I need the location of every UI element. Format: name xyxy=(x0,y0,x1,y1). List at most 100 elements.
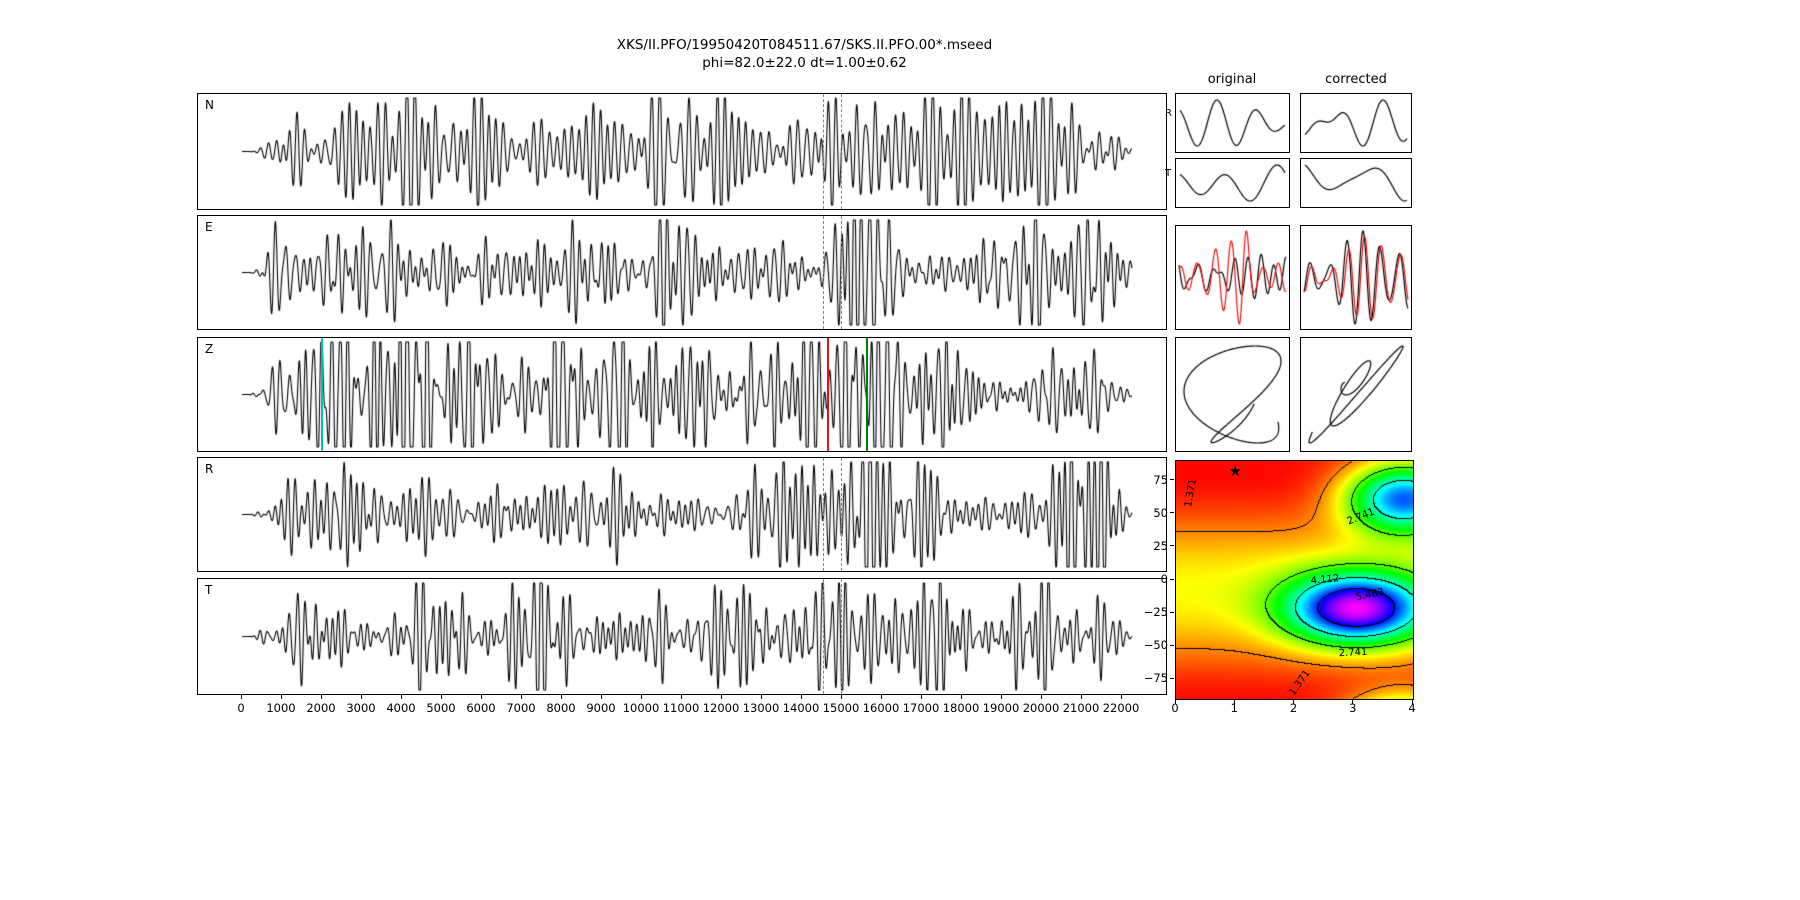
channel-label-r: R xyxy=(205,462,214,476)
x-tick-mark xyxy=(480,695,482,699)
x-tick-mark xyxy=(1080,695,1082,699)
x-tick-label: 12000 xyxy=(702,701,740,715)
x-tick-mark xyxy=(440,695,442,699)
x-tick-label: 15000 xyxy=(822,701,860,715)
x-tick-mark xyxy=(880,695,882,699)
mini-t-original-trace xyxy=(1176,159,1289,207)
error-surface-y-tick-mark xyxy=(1170,644,1174,646)
contour-level-label: 2.741 xyxy=(1338,646,1368,659)
mini-r-original-trace xyxy=(1176,94,1289,152)
x-tick-label: 17000 xyxy=(902,701,940,715)
particle-motion-corrected-panel xyxy=(1300,337,1412,452)
mini-r-original-panel xyxy=(1175,93,1290,153)
waveform-panel-r: R xyxy=(197,457,1167,572)
x-tick-label: 2000 xyxy=(306,701,336,715)
x-tick-label: 7000 xyxy=(506,701,536,715)
x-tick-label: 19000 xyxy=(982,701,1020,715)
x-tick-label: 21000 xyxy=(1062,701,1100,715)
error-surface-y-tick-label: 0 xyxy=(1160,572,1168,586)
x-tick-label: 20000 xyxy=(1022,701,1060,715)
error-surface-heatmap xyxy=(1176,461,1413,699)
window-start-line xyxy=(823,458,824,571)
error-surface-y-tick-mark xyxy=(1170,578,1174,580)
x-tick-label: 10000 xyxy=(622,701,660,715)
waveform-trace-z xyxy=(198,338,1166,451)
x-tick-label: 22000 xyxy=(1102,701,1140,715)
z-marker-line-2 xyxy=(865,338,868,451)
overlay-original-panel xyxy=(1175,225,1290,330)
error-surface-panel: ★ 1.371 2.741 4.112 5.483 2.741 1.371 xyxy=(1175,460,1414,700)
x-tick-label: 18000 xyxy=(942,701,980,715)
error-surface-y-tick-label: 50 xyxy=(1153,505,1168,520)
error-surface-x-tick-label: 2 xyxy=(1289,701,1298,715)
x-tick-label: 5000 xyxy=(426,701,456,715)
x-tick-mark xyxy=(800,695,802,699)
x-tick-label: 13000 xyxy=(742,701,780,715)
x-tick-mark xyxy=(400,695,402,699)
error-surface-y-tick-mark xyxy=(1170,545,1174,547)
x-tick-mark xyxy=(920,695,922,699)
column-header-original: original xyxy=(1207,72,1257,87)
x-tick-mark xyxy=(280,695,282,699)
x-tick-mark xyxy=(1120,695,1122,699)
error-surface-y-tick-mark xyxy=(1170,512,1174,514)
channel-label-z: Z xyxy=(205,342,214,356)
x-tick-mark xyxy=(840,695,842,699)
channel-label-n: N xyxy=(205,98,214,112)
channel-label-e: E xyxy=(205,220,213,234)
window-end-line xyxy=(841,216,842,329)
x-tick-label: 6000 xyxy=(466,701,496,715)
waveform-trace-e xyxy=(198,216,1166,329)
mini-t-corrected-trace xyxy=(1301,159,1411,207)
waveform-panel-n: N xyxy=(197,93,1167,210)
title-line2: phi=82.0±22.0 dt=1.00±0.62 xyxy=(702,55,907,71)
error-surface-y-tick-label: −50 xyxy=(1143,638,1168,653)
x-tick-mark xyxy=(640,695,642,699)
x-tick-label: 9000 xyxy=(586,701,616,715)
channel-label-t: T xyxy=(205,583,213,597)
x-tick-mark xyxy=(680,695,682,699)
mini-t-original-panel xyxy=(1175,158,1290,208)
x-tick-label: 8000 xyxy=(546,701,576,715)
window-start-line xyxy=(823,94,824,209)
error-surface-y-tick-label: 25 xyxy=(1153,538,1168,553)
error-surface-y-tick-label: 75 xyxy=(1153,472,1168,487)
x-tick-label: 11000 xyxy=(662,701,700,715)
figure-title: XKS/II.PFO/19950420T084511.67/SKS.II.PFO… xyxy=(197,36,1412,72)
x-tick-mark xyxy=(760,695,762,699)
x-tick-label: 16000 xyxy=(862,701,900,715)
window-start-line xyxy=(823,579,824,694)
window-end-line xyxy=(841,94,842,209)
window-end-line xyxy=(841,579,842,694)
error-surface-x-tick-label: 1 xyxy=(1230,701,1238,715)
mini-r-corrected-panel xyxy=(1300,93,1412,153)
mini-r-corrected-trace xyxy=(1301,94,1411,152)
error-surface-y-tick-label: −25 xyxy=(1143,605,1168,620)
error-surface-y-tick-mark xyxy=(1170,479,1174,481)
x-tick-mark xyxy=(720,695,722,699)
error-surface-x-tick-mark xyxy=(1293,700,1294,704)
error-surface-x-tick-label: 0 xyxy=(1171,701,1179,715)
overlay-corrected-traces xyxy=(1301,226,1411,329)
waveform-trace-r xyxy=(198,458,1166,571)
particle-motion-original-curve xyxy=(1176,338,1289,451)
mini-row-label-t: T xyxy=(1165,168,1172,179)
waveform-panel-e: E xyxy=(197,215,1167,330)
waveform-panel-t: T xyxy=(197,578,1167,695)
waveform-trace-t xyxy=(198,579,1166,694)
z-marker-line-0 xyxy=(321,338,323,451)
x-tick-mark xyxy=(560,695,562,699)
x-tick-mark xyxy=(600,695,602,699)
error-surface-x-tick-mark xyxy=(1352,700,1354,704)
window-start-line xyxy=(823,216,824,329)
x-tick-label: 14000 xyxy=(782,701,820,715)
x-tick-mark xyxy=(240,695,242,699)
waveform-panel-z: Z xyxy=(197,337,1167,452)
overlay-corrected-panel xyxy=(1300,225,1412,330)
x-tick-label: 0 xyxy=(237,701,245,715)
best-fit-star-marker: ★ xyxy=(1228,461,1242,480)
error-surface-x-tick-mark xyxy=(1233,700,1235,704)
x-tick-mark xyxy=(520,695,522,699)
z-marker-line-1 xyxy=(827,338,829,451)
